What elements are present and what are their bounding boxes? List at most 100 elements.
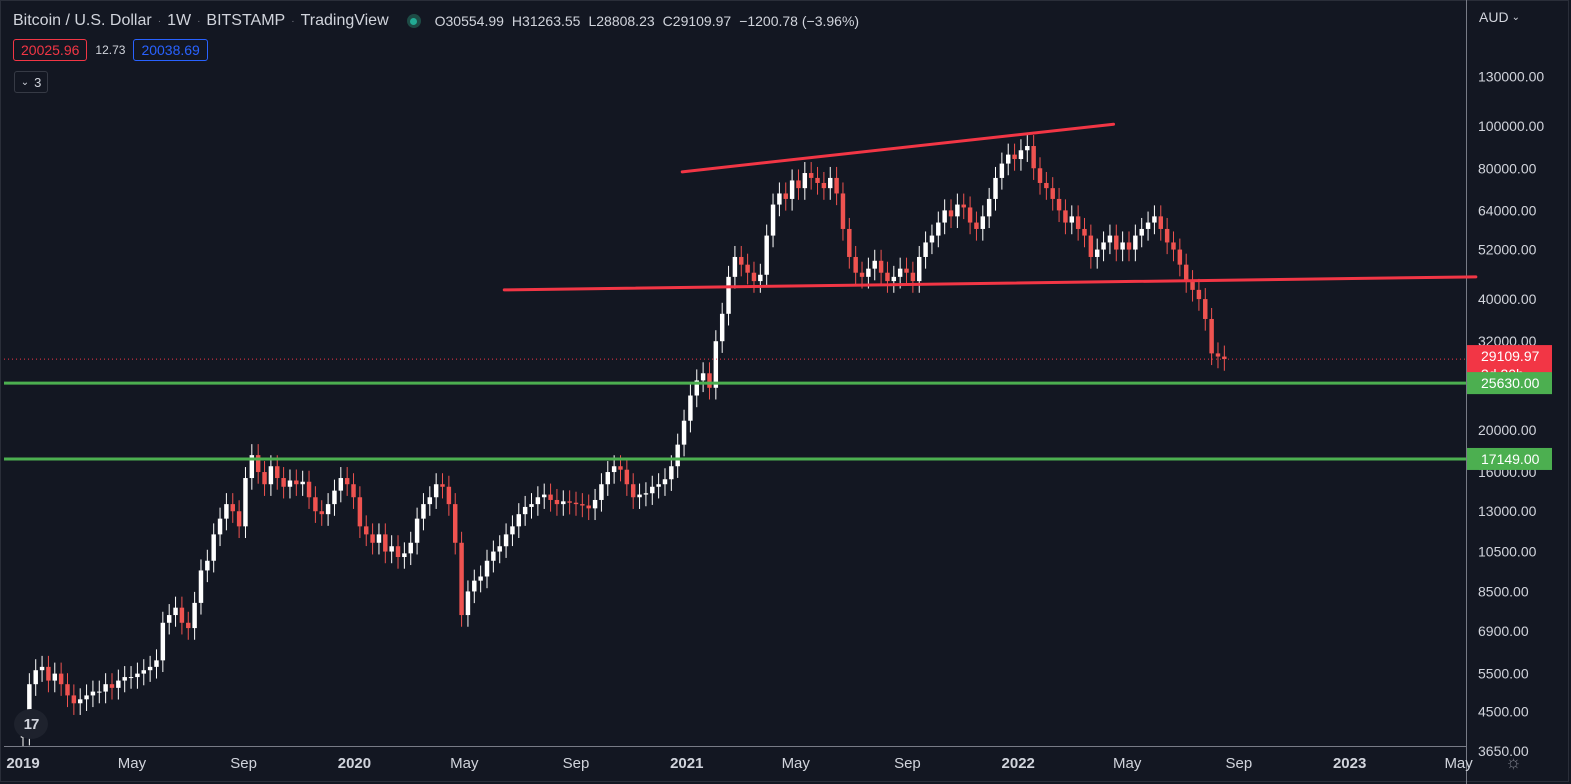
candle-body: [300, 481, 305, 485]
candle-body: [77, 699, 83, 704]
ohlc-open: O30554.99: [435, 13, 504, 29]
candle-body: [783, 193, 788, 199]
x-tick-label: May: [450, 755, 479, 772]
candle-body: [561, 501, 566, 505]
candle-body: [967, 207, 973, 223]
candle-body: [376, 534, 382, 543]
candle-body: [853, 256, 858, 273]
candle-body: [821, 182, 827, 189]
sell-button[interactable]: 20025.96: [13, 39, 88, 61]
candle-body: [338, 478, 344, 491]
trade-buttons: 20025.96 12.73 20038.69: [13, 39, 208, 61]
candle-body: [872, 260, 877, 269]
candle-body: [1158, 216, 1163, 229]
y-tick-label: 3650.00: [1478, 743, 1529, 759]
high-key: H: [511, 13, 523, 29]
candle-body: [154, 660, 159, 667]
candle-body: [669, 466, 674, 480]
candle-body: [745, 264, 750, 273]
candle-body: [262, 472, 267, 485]
candle-body: [459, 542, 464, 616]
symbol-name[interactable]: Bitcoin / U.S. Dollar: [13, 12, 152, 29]
candle-body: [1056, 198, 1062, 211]
y-tick-label: 80000.00: [1478, 160, 1537, 176]
indicators-toggle-button[interactable]: ⌄ 3: [14, 71, 48, 93]
candle-body: [1075, 216, 1081, 229]
candle-body: [580, 504, 585, 506]
candle-body: [1063, 210, 1068, 223]
y-tick-label: 8500.00: [1478, 583, 1529, 599]
candle-body: [141, 670, 146, 674]
y-tick-label: 52000.00: [1478, 242, 1537, 258]
candle-body: [1203, 299, 1208, 319]
candle-body: [758, 274, 763, 282]
x-tick-label: May: [782, 755, 811, 772]
currency-selector[interactable]: AUD ⌄: [1479, 9, 1520, 25]
x-tick-label: May: [1444, 755, 1473, 772]
candle-body: [217, 518, 223, 535]
candle-body: [866, 268, 871, 277]
tradingview-logo-icon[interactable]: 17: [14, 709, 48, 739]
candle-body: [1044, 182, 1049, 189]
candle-body: [535, 497, 541, 505]
buy-button[interactable]: 20038.69: [133, 39, 208, 61]
candle-body: [395, 546, 401, 558]
candle-body: [1101, 242, 1106, 250]
candle-body: [770, 204, 776, 236]
candle-body: [306, 481, 312, 498]
candle-body: [592, 499, 598, 509]
candle-body: [605, 472, 611, 485]
chevron-down-icon: ⌄: [20, 76, 30, 88]
candle-body: [796, 180, 801, 189]
trendline: [502, 275, 1478, 292]
candle-body: [294, 480, 299, 485]
x-tick-label: 2022: [1002, 755, 1035, 772]
candle-body: [84, 695, 89, 700]
change-value: −1200.78 (−3.96%): [739, 13, 860, 29]
candle-body: [1012, 154, 1017, 160]
price-label-value: 29109.97: [1481, 348, 1540, 364]
candle-body: [414, 518, 420, 543]
y-tick-label: 5500.00: [1478, 666, 1529, 682]
candle-body: [599, 484, 604, 500]
candle-body: [160, 622, 166, 661]
candle-body: [97, 691, 102, 693]
candle-body: [465, 591, 471, 616]
y-tick-label: 40000.00: [1478, 291, 1537, 307]
candle-body: [332, 490, 337, 505]
interval-label[interactable]: 1W: [167, 12, 192, 29]
separator-dot: ·: [197, 15, 201, 27]
low-value: 28808.23: [596, 13, 655, 29]
price-label-badge: [1467, 372, 1552, 395]
candle-body: [675, 444, 680, 467]
candle-body: [357, 497, 363, 527]
candle-body: [383, 534, 388, 552]
candle-body: [980, 216, 986, 229]
y-tick-label: 130000.00: [1478, 69, 1544, 85]
candle-body: [453, 504, 458, 543]
candle-body: [421, 504, 426, 519]
y-tick-label: 20000.00: [1478, 422, 1537, 438]
candle-body: [1126, 242, 1132, 250]
candle-body: [719, 313, 725, 342]
candle-body: [325, 504, 331, 515]
open-key: O: [434, 13, 446, 29]
candle-body: [840, 193, 846, 229]
spread-value: 12.73: [95, 43, 126, 57]
candle-body: [103, 684, 108, 692]
candle-body: [1107, 235, 1113, 243]
currency-label: AUD: [1479, 9, 1509, 25]
separator-dot: ·: [291, 15, 295, 27]
candle-body: [1190, 281, 1195, 290]
candle-body: [1005, 154, 1011, 164]
candle-body: [1018, 150, 1024, 160]
candle-body: [1196, 289, 1202, 300]
close-value: 29109.97: [672, 13, 732, 29]
x-tick-label: 2023: [1333, 755, 1366, 772]
market-status-icon[interactable]: [406, 14, 421, 28]
candle-body: [433, 484, 439, 498]
candle-body: [1177, 249, 1183, 265]
settings-gear-icon[interactable]: ☼: [1505, 752, 1522, 772]
